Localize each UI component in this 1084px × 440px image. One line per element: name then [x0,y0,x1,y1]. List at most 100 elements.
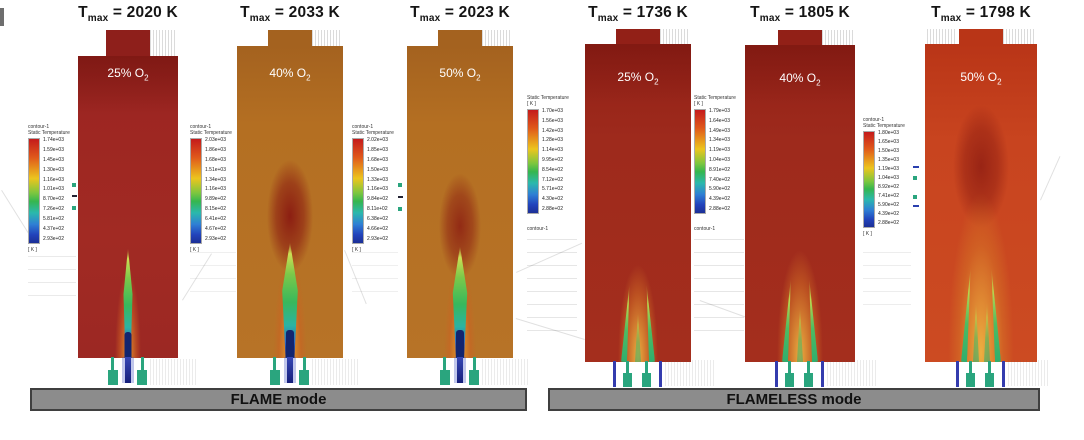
temperature-shade [745,45,855,105]
colorbar-tick-labels: 1.79e+03 1.64e+03 1.49e+03 1.34e+03 1.19e+03… [709,109,730,212]
burner-assembly [250,357,330,386]
inlet-stem [807,361,810,374]
flame-jet [635,312,641,362]
colorbar-tick-label: 2.02e+03 [367,137,388,143]
colorbar-tick-label: 1.50e+03 [367,166,388,173]
air-inlet-line [956,361,959,387]
geometry-marker [913,176,917,180]
hatch-texture [1003,29,1035,44]
tmax-value: = 2020 K [112,4,178,21]
fuel-pipe [125,357,131,383]
chamber-contour: 25% O2 [585,44,691,362]
inlet-stem [443,357,446,371]
colorbar-tick-label: 7.41e+02 [878,193,899,199]
colorbar-tick-label: 1.86e+03 [205,146,226,153]
hatch-texture [312,30,341,46]
inlet-stem [473,357,476,371]
colorbar-unit: [ K ] [28,247,37,253]
colorbar-tick-label: 1.19e+03 [709,147,730,154]
colorbar-tick-label: 1.30e+03 [43,166,64,173]
fuel-pipe [457,357,463,383]
colorbar-gradient [28,138,40,244]
colorbar-title-line1: contour-1 [352,124,374,130]
tmax-subscript: max [419,13,441,25]
colorbar-title-line1: Static Temperature [694,95,736,101]
colorbar-tick-label: 1.34e+03 [709,137,730,144]
inlet-stem [969,361,972,374]
temperature-shade [78,56,178,116]
geometry-marker [72,206,76,210]
hatch-texture [482,30,511,46]
air-inlet-line [613,361,616,387]
burner-assembly [598,361,678,387]
tmax-title: Tmax = 2020 K [38,4,218,24]
colorbar-footer: contour-1 [694,226,716,232]
flame-mode-bar: FLAME mode [30,388,527,411]
colorbar-tick-label: 4.30e+02 [542,196,563,203]
colorbar-tick-label: 1.45e+03 [43,156,64,163]
geometry-marker [72,195,77,197]
colorbar-title-line1: contour-1 [863,117,885,123]
geometry-marker [72,183,76,187]
hatch-texture [827,360,877,386]
colorbar-tick-label: 8.11e+02 [367,206,388,213]
colorbar-tick-label: 2.88e+02 [709,205,730,212]
colorbar-tick-label: 7.26e+02 [43,206,64,213]
tmax-subscript: max [597,13,619,25]
colorbar-title-line2: Static Temperature [863,123,905,129]
flame-core [286,330,294,358]
geometry-marker [913,205,919,207]
fuel-inlet [966,373,975,387]
colorbar-legend: Static Temperature [ K ] 1.70e+03 1.56e+0… [527,95,583,232]
colorbar-tick-label: 9.84e+02 [367,196,388,203]
colorbar-tick-label: 2.93e+02 [367,235,388,242]
tmax-title: Tmax = 1805 K [710,4,890,24]
geometry-marker [398,196,403,198]
flame-jet [282,242,298,358]
colorbar-tick-label: 8.54e+02 [542,166,563,173]
fuel-inlet [623,373,632,387]
colorbar-gradient [863,131,875,228]
colorbar-tick-label: 1.42e+03 [542,127,563,134]
tmax-value: = 1736 K [622,4,688,21]
sketch-lines-horizontal [352,252,398,292]
colorbar-tick-label: 6.41e+02 [205,216,226,223]
inlet-stem [111,357,114,371]
colorbar-tick-label: 7.12e+02 [542,176,563,183]
hatch-texture [927,29,957,44]
tmax-subscript: max [940,13,962,25]
colorbar-tick-label: 1.68e+03 [367,156,388,163]
fuel-inlet [804,373,813,387]
inlet-stem [273,357,276,371]
colorbar-tick-labels: 1.80e+03 1.65e+03 1.50e+03 1.35e+03 1.19e+03… [878,131,899,226]
temperature-shade [585,44,691,104]
fuel-inlet [642,373,651,387]
colorbar-tick-labels: 2.02e+03 1.85e+03 1.68e+03 1.50e+03 1.33e+03… [367,138,388,242]
flame-core [124,332,132,358]
colorbar-tick-label: 1.35e+03 [878,157,899,163]
chamber-neck [268,30,312,46]
colorbar-title-line2: Static Temperature [28,130,70,136]
geometry-marker [913,166,919,168]
colorbar-tick-label: 1.85e+03 [367,146,388,153]
colorbar-tick-label: 5.90e+02 [709,186,730,193]
chamber-contour: 40% O2 [745,45,855,362]
fuel-pipe [287,357,293,383]
colorbar-tick-label: 1.51e+03 [205,166,226,173]
air-inlet-line [821,361,824,387]
colorbar-title-line2: Static Temperature [190,130,232,136]
colorbar-tick-label: 8.15e+02 [205,206,226,213]
colorbar-tick-label: 1.79e+03 [709,108,730,114]
colorbar-tick-labels: 1.74e+03 1.59e+03 1.45e+03 1.30e+03 1.16e+03… [43,138,64,242]
colorbar-tick-label: 8.92e+02 [878,184,899,190]
chamber-neck [616,29,660,44]
tmax-symbol: T [750,4,760,21]
colorbar-tick-label: 2.88e+02 [542,205,563,212]
hatch-texture [150,359,196,385]
colorbar-tick-label: 4.66e+02 [367,226,388,233]
colorbar-gradient [352,138,364,244]
burner-assembly [88,357,168,386]
o2-label: 40% O2 [269,66,311,83]
colorbar-tick-label: 5.81e+02 [43,216,64,223]
